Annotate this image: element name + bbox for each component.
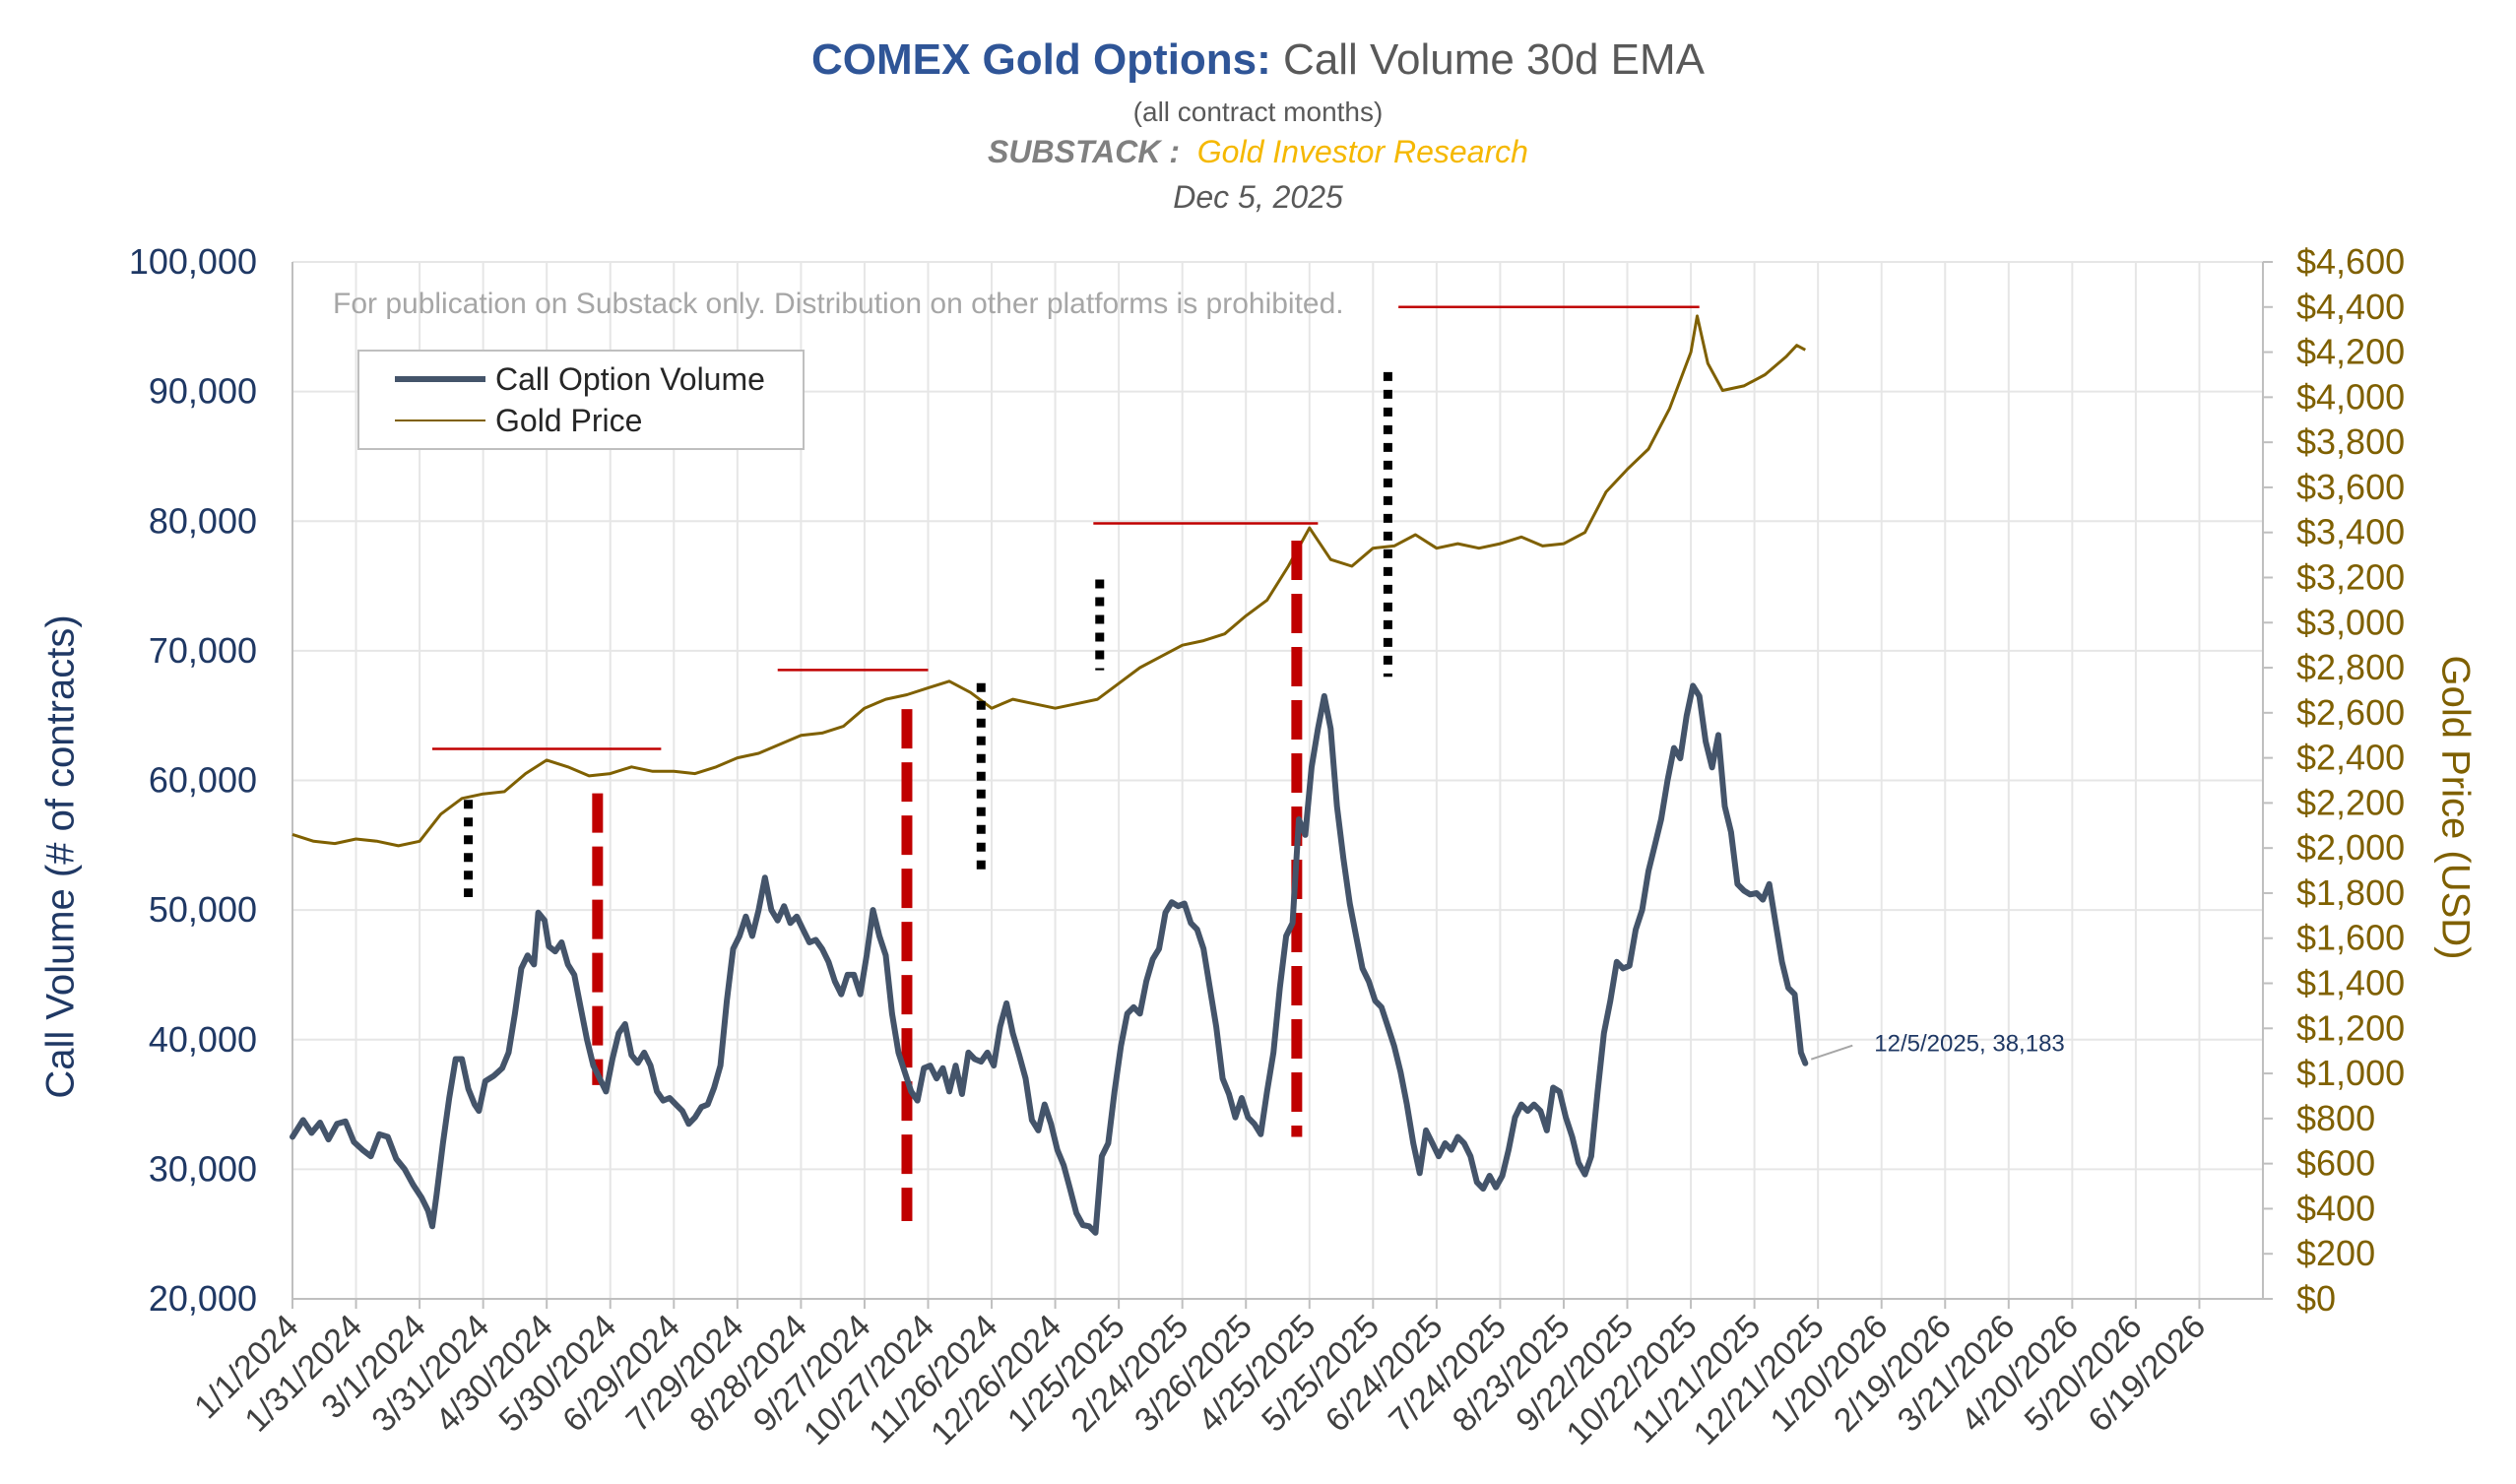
left-y-tick-label: 50,000 <box>149 889 257 930</box>
legend: Call Option Volume Gold Price <box>357 350 805 450</box>
substack-line: SUBSTACK : Gold Investor Research <box>0 134 2516 170</box>
right-y-tick-label: $3,800 <box>2296 421 2405 462</box>
distribution-notice: For publication on Substack only. Distri… <box>333 288 1344 320</box>
annotation-label: 12/5/2025, 38,183 <box>1874 1031 2065 1058</box>
right-y-tick-label: $200 <box>2296 1233 2375 1273</box>
legend-swatch-volume <box>395 376 485 382</box>
legend-label-gold: Gold Price <box>495 402 643 438</box>
substack-label: SUBSTACK : <box>988 134 1180 169</box>
right-y-tick-label: $4,000 <box>2296 376 2405 417</box>
gold-price-series <box>291 314 1807 848</box>
gold-price-line <box>291 314 1807 848</box>
right-y-tick-label: $2,200 <box>2296 782 2405 822</box>
legend-swatch-gold <box>395 419 485 421</box>
left-y-tick-label: 70,000 <box>149 630 257 671</box>
right-y-tick-label: $2,400 <box>2296 738 2405 778</box>
right-axis-title: Gold Price (USD) <box>2433 655 2478 960</box>
title-rest: Call Volume 30d EMA <box>1270 35 1706 84</box>
right-y-tick-label: $2,000 <box>2296 827 2405 868</box>
legend-item-volume: Call Option Volume <box>359 359 765 399</box>
right-y-tick-label: $4,400 <box>2296 287 2405 327</box>
right-y-tick-label: $4,600 <box>2296 241 2405 282</box>
left-y-tick-label: 90,000 <box>149 371 257 412</box>
right-y-axis-ticks: $0 $200 $400$600 $800 $1,000 $1,200$1,400 $1,6… <box>2296 241 2405 1319</box>
right-y-tick-label: $3,000 <box>2296 602 2405 642</box>
right-y-tick-label: $1,800 <box>2296 872 2405 913</box>
right-y-tick-label: $0 <box>2296 1278 2336 1319</box>
left-axis-title: Call Volume (# of contracts) <box>38 614 83 1099</box>
left-y-tick-label: 30,000 <box>149 1148 257 1189</box>
right-y-tick-label: $600 <box>2296 1143 2375 1184</box>
left-y-axis-ticks: 20,000 30,000 40,000 50,000 60,000 70,000 80,0… <box>129 241 257 1319</box>
right-y-tick-label: $3,600 <box>2296 467 2405 507</box>
right-y-tick-label: $1,200 <box>2296 1007 2405 1048</box>
chart-title: COMEX Gold Options: Call Volume 30d EMA <box>0 35 2516 85</box>
chart-subtitle: (all contract months) <box>1132 97 1384 127</box>
substack-name: Gold Investor Research <box>1196 134 1528 169</box>
call-volume-series <box>290 682 1809 1236</box>
right-y-tick-label: $2,600 <box>2296 692 2405 733</box>
right-y-tick-label: $400 <box>2296 1188 2375 1228</box>
left-y-tick-label: 20,000 <box>149 1278 257 1319</box>
right-y-tick-label: $1,000 <box>2296 1053 2405 1093</box>
x-axis-ticks: 1/1/20241/31/20243/1/20243/31/20244/30/2… <box>187 1308 2213 1452</box>
right-y-tick-label: $4,200 <box>2296 332 2405 372</box>
right-y-tick-label: $3,400 <box>2296 512 2405 552</box>
annotation-leader <box>1810 1044 1853 1061</box>
right-y-tick-label: $2,800 <box>2296 647 2405 687</box>
left-y-tick-label: 60,000 <box>149 760 257 801</box>
last-value-annotation: 12/5/2025, 38,183 <box>1810 1031 2065 1061</box>
right-y-tick-label: $3,200 <box>2296 556 2405 597</box>
left-y-tick-label: 100,000 <box>129 241 257 282</box>
legend-item-gold: Gold Price <box>359 401 642 440</box>
left-y-tick-label: 40,000 <box>149 1019 257 1060</box>
legend-label-volume: Call Option Volume <box>495 360 765 397</box>
chart-date: Dec 5, 2025 <box>1173 179 1343 215</box>
right-y-tick-label: $1,600 <box>2296 918 2405 958</box>
axes <box>291 261 2273 1309</box>
resistance-lines <box>432 305 1700 750</box>
right-y-tick-label: $1,400 <box>2296 963 2405 1003</box>
left-y-tick-label: 80,000 <box>149 500 257 541</box>
title-bold: COMEX Gold Options: <box>810 35 1271 84</box>
right-y-tick-label: $800 <box>2296 1098 2375 1138</box>
call-volume-line <box>290 682 1809 1236</box>
